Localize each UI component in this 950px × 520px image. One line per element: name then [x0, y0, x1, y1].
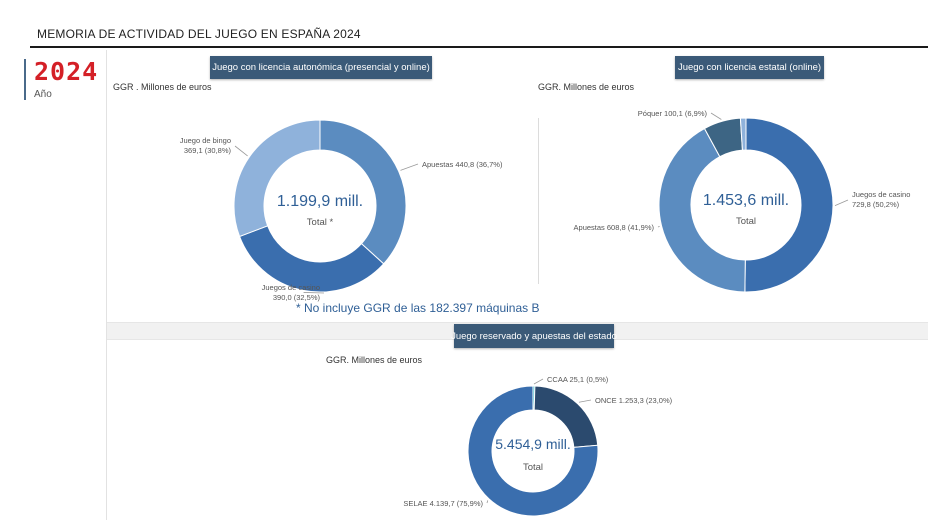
slice-label-1-0: Juegos de casino: [852, 190, 910, 199]
ggr-label-autonomica: GGR . Millones de euros: [113, 82, 212, 92]
slice-label-2-0: CCAA 25,1 (0,5%): [547, 375, 609, 384]
year-filter[interactable]: 2024 Año: [24, 57, 99, 100]
donut-total-value-2: 5.454,9 mill.: [495, 436, 570, 452]
slice-value-0-2: 369,1 (30,8%): [184, 146, 232, 155]
donut-slice-2-2: [467, 385, 599, 517]
donut-slice-1-1: [658, 127, 746, 293]
donut-total-label-2: Total: [523, 462, 543, 473]
slice-value-0-1: 390,0 (32,5%): [273, 293, 321, 302]
page-title: MEMORIA DE ACTIVIDAD DEL JUEGO EN ESPAÑA…: [37, 27, 361, 41]
donut-slice-1-0: [744, 117, 834, 293]
section-button-autonomica[interactable]: Juego con licencia autonómica (presencia…: [210, 56, 432, 79]
section-button-estatal[interactable]: Juego con licencia estatal (online): [675, 56, 824, 79]
middle-divider: [538, 118, 539, 284]
donut-total-value-0: 1.199,9 mill.: [277, 193, 363, 210]
slice-label-2-1: ONCE 1.253,3 (23,0%): [595, 396, 673, 405]
slice-label-1-1: Apuestas 608,8 (41,9%): [574, 223, 655, 232]
header-divider: [30, 46, 928, 48]
leader-line-2-0: [533, 378, 544, 385]
leader-line-1-1: [657, 225, 660, 228]
ggr-label-estatal: GGR. Millones de euros: [538, 82, 635, 92]
slice-label-2-2: SELAE 4.139,7 (75,9%): [403, 499, 483, 508]
donut-slice-0-0: [319, 119, 407, 265]
footnote: * No incluye GGR de las 182.397 máquinas…: [296, 301, 540, 315]
year-value: 2024: [34, 57, 99, 86]
donut-slice-0-2: [233, 119, 321, 238]
leader-line-1-2: [710, 112, 722, 120]
ggr-label-reservado: GGR. Millones de euros: [326, 355, 423, 365]
slice-label-0-1: Juegos de casino: [262, 283, 320, 292]
slice-label-0-2: Juego de bingo: [180, 136, 231, 145]
leader-line-1-0: [834, 199, 849, 206]
leader-line-2-1: [578, 399, 592, 403]
section-button-reservado[interactable]: Juego reservado y apuestas del estado: [451, 324, 617, 348]
donut-slice-1-3: [739, 117, 747, 151]
slice-value-1-0: 729,8 (50,2%): [852, 200, 900, 209]
left-divider: [106, 50, 107, 520]
leader-line-2-2: [486, 500, 489, 504]
donut-total-label-0: Total *: [307, 217, 334, 228]
slice-label-0-0: Apuestas 440,8 (36,7%): [422, 160, 503, 169]
slice-label-1-2: Póquer 100,1 (6,9%): [638, 109, 708, 118]
donut-total-label-1: Total: [736, 216, 756, 227]
leader-line-0-0: [400, 163, 419, 171]
leader-line-0-1: [303, 292, 325, 294]
year-label: Año: [34, 89, 52, 100]
donut-total-value-1: 1.453,6 mill.: [703, 192, 789, 209]
leader-line-0-2: [234, 145, 248, 157]
